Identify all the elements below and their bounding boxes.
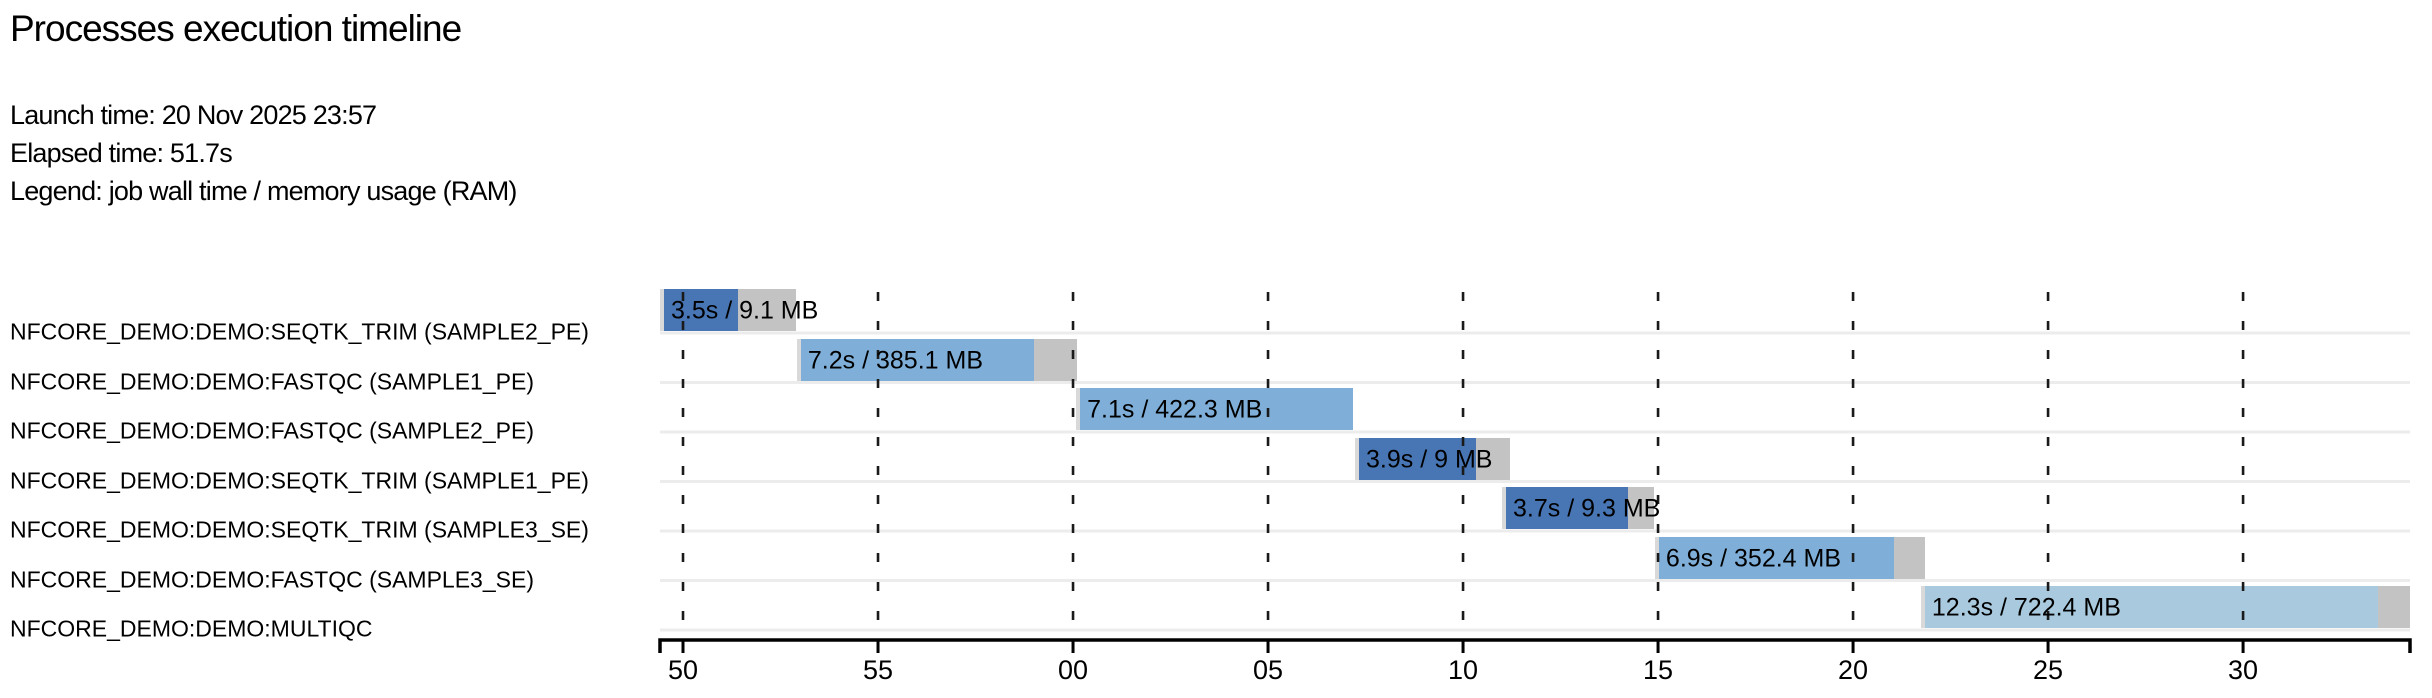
task-bar-run-segment	[1658, 536, 1894, 579]
task-bar-run-segment	[1359, 437, 1476, 480]
task-bar-label: 7.2s / 385.1 MB	[807, 346, 983, 374]
task-bar-tail-segment	[2378, 586, 2410, 628]
task-bar-label: 3.7s / 9.3 MB	[1513, 494, 1661, 523]
task-bar-run-segment	[1924, 586, 2378, 628]
task-bar-tail-segment	[738, 289, 797, 331]
process-label: NFCORE_DEMO:DEMO:SEQTK_TRIM (SAMPLE3_SE)	[10, 516, 589, 543]
task-bar-label: 12.3s / 722.4 MB	[1931, 593, 2121, 622]
x-axis-tick-label: 15	[1643, 655, 1674, 685]
x-axis-tick-label: 10	[1448, 655, 1479, 685]
process-label: NFCORE_DEMO:DEMO:MULTIQC	[10, 615, 373, 642]
launch-time-line: Launch time: 20 Nov 2025 23:57	[10, 100, 377, 130]
x-axis-tick-label: 25	[2033, 655, 2064, 685]
x-axis-tick-label: 50	[667, 655, 699, 685]
page-title: Processes execution timeline	[10, 8, 462, 49]
process-label: NFCORE_DEMO:DEMO:FASTQC (SAMPLE3_SE)	[10, 566, 534, 592]
report-meta: Launch time: 20 Nov 2025 23:57 Elapsed t…	[10, 96, 517, 210]
elapsed-time-line: Elapsed time: 51.7s	[10, 138, 233, 168]
process-label: NFCORE_DEMO:DEMO:SEQTK_TRIM (SAMPLE1_PE)	[10, 467, 589, 493]
task-bar-run-segment	[800, 338, 1035, 381]
legend-line: Legend: job wall time / memory usage (RA…	[10, 176, 517, 206]
x-axis-tick-label: 20	[1838, 655, 1869, 685]
task-bar-label: 7.1s / 422.3 MB	[1087, 395, 1263, 424]
x-axis-tick-label: 00	[1057, 655, 1089, 685]
task-bar-submit-segment	[1355, 437, 1359, 480]
task-bar-label: 6.9s / 352.4 MB	[1665, 544, 1842, 572]
x-axis-tick-label: 30	[2228, 655, 2259, 685]
x-axis-tick-label: 55	[862, 655, 894, 685]
process-label: NFCORE_DEMO:DEMO:FASTQC (SAMPLE1_PE)	[10, 368, 534, 394]
process-label: NFCORE_DEMO:DEMO:SEQTK_TRIM (SAMPLE2_PE)	[10, 318, 589, 345]
task-bar-submit-segment	[1920, 586, 1925, 628]
task-bar-tail-segment	[1034, 338, 1077, 381]
task-bar-run-segment	[1080, 388, 1354, 430]
task-bar-label: 3.9s / 9 MB	[1366, 445, 1493, 473]
x-axis-tick-label: 05	[1253, 655, 1284, 685]
task-bar-submit-segment	[796, 338, 801, 381]
task-bar-submit-segment	[1502, 487, 1507, 529]
task-bar-tail-segment	[1475, 437, 1511, 480]
task-bar-submit-segment	[1076, 388, 1081, 430]
task-bar-run-segment	[664, 289, 738, 331]
task-bar-tail-segment	[1628, 487, 1655, 529]
task-bar-submit-segment	[660, 289, 664, 331]
process-label: NFCORE_DEMO:DEMO:FASTQC (SAMPLE2_PE)	[10, 417, 534, 444]
task-bar-tail-segment	[1894, 536, 1926, 579]
task-bar-label: 3.5s / 9.1 MB	[671, 296, 819, 325]
task-bar-run-segment	[1506, 487, 1628, 529]
